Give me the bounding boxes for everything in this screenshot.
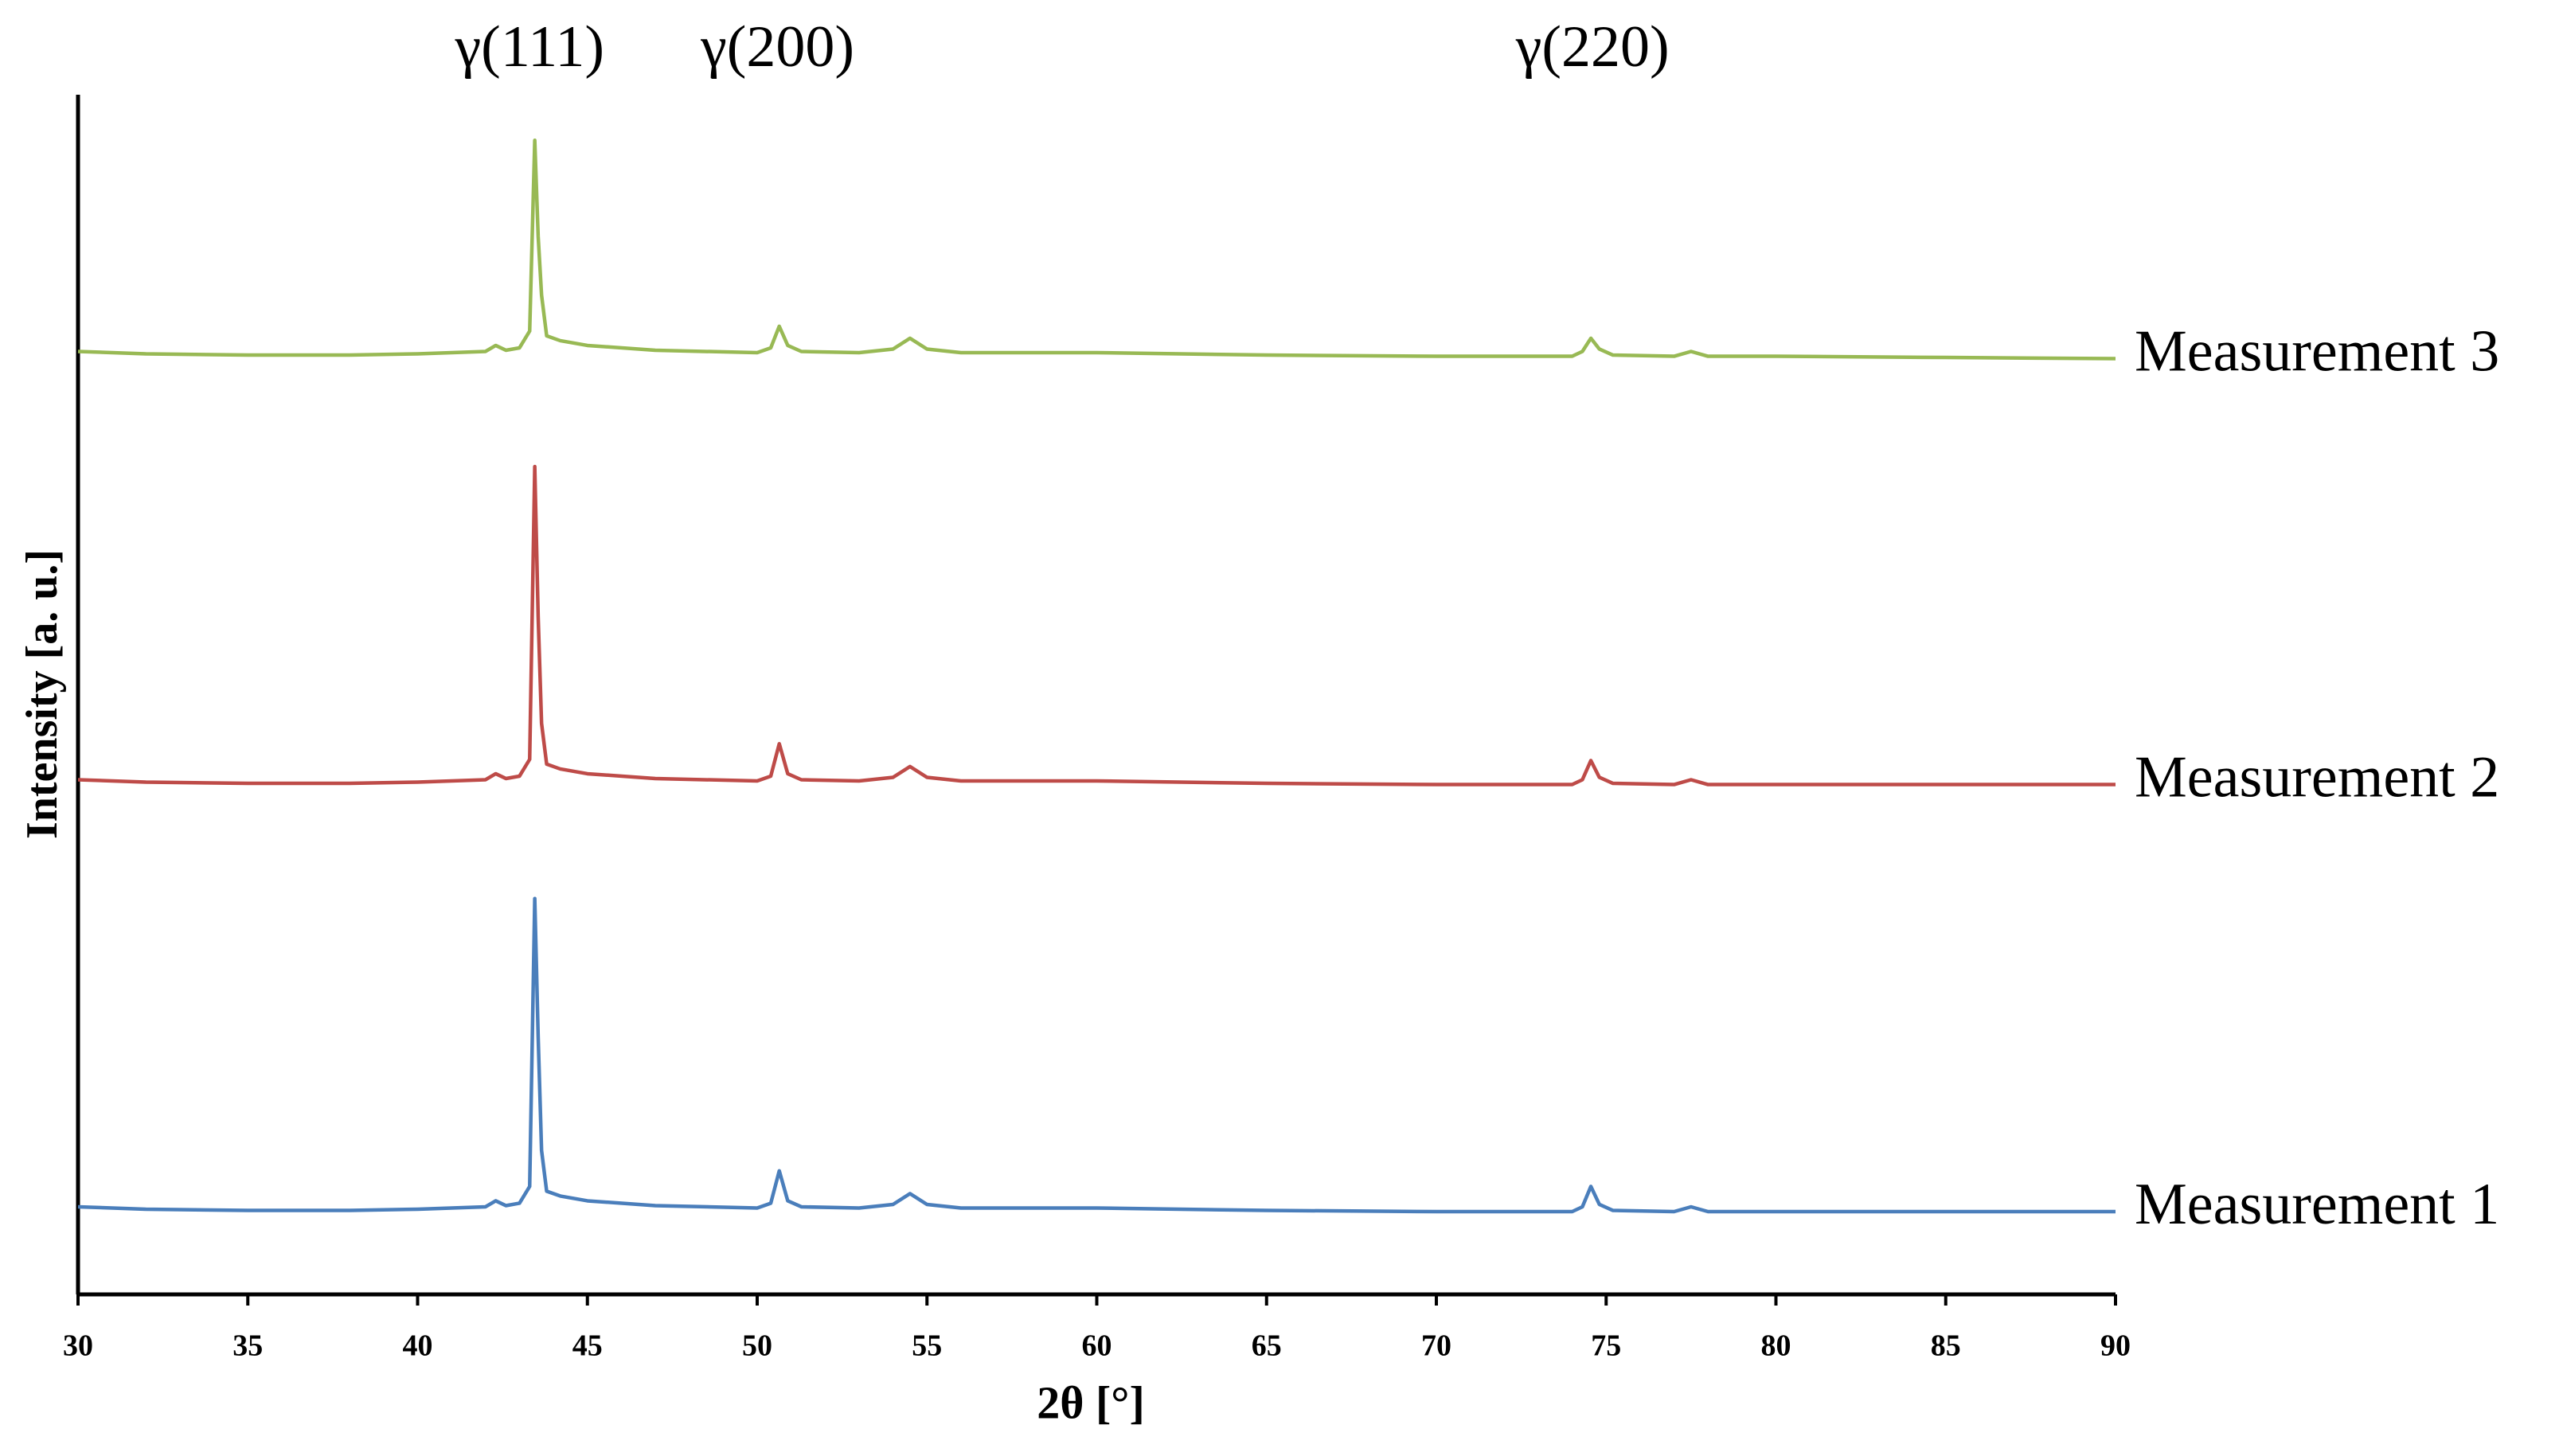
series-line <box>77 139 2116 361</box>
peak-annotation: γ(220) <box>1515 14 1670 80</box>
series-label: Measurement 1 <box>2135 1172 2499 1237</box>
x-tick-label: 30 <box>63 1329 93 1363</box>
x-tick-label: 40 <box>403 1329 433 1363</box>
series-line <box>77 896 2116 1214</box>
x-tick-label: 80 <box>1761 1329 1791 1363</box>
x-tick-label: 90 <box>2100 1329 2131 1363</box>
peak-annotation: γ(200) <box>700 14 854 80</box>
x-tick-label: 35 <box>232 1329 263 1363</box>
peak-annotation: γ(111) <box>454 14 604 80</box>
x-tick-label: 70 <box>1421 1329 1451 1363</box>
x-tick-label: 45 <box>572 1329 603 1363</box>
x-tick-label: 55 <box>912 1329 942 1363</box>
series-label: Measurement 3 <box>2135 319 2499 384</box>
x-tick-label: 50 <box>742 1329 772 1363</box>
y-axis-title: Intensity [a. u.] <box>18 549 67 839</box>
series-label: Measurement 2 <box>2135 745 2499 810</box>
x-axis-title: 2θ [°] <box>1037 1376 1145 1428</box>
series-line <box>77 464 2116 787</box>
x-tick-label: 85 <box>1931 1329 1961 1363</box>
x-tick-label: 65 <box>1252 1329 1282 1363</box>
x-tick-label: 60 <box>1082 1329 1112 1363</box>
x-tick-label: 75 <box>1591 1329 1621 1363</box>
